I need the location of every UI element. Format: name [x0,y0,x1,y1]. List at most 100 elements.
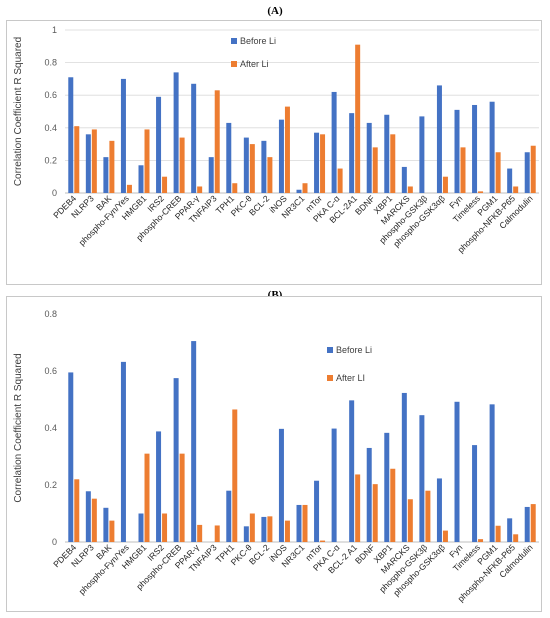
bar-after [530,145,536,193]
bar-after [232,409,238,542]
legend-swatch-after [231,61,237,67]
chart-a: Correlation Coefficient R Squared 0 0.2 0.4… [6,20,542,285]
bar-after [442,176,448,193]
bar-after [179,137,185,193]
bar-before [68,372,74,542]
bar-before [507,168,513,193]
bar-before [524,506,530,542]
bar-after [372,147,378,193]
bar-after [267,157,273,193]
bar-after [197,186,203,193]
bar-before [401,392,407,542]
bar-after [284,106,290,193]
bar-after [74,479,80,542]
bar-after [197,524,203,542]
x-tick-label: BCL-2 [247,193,271,217]
bar-before [156,431,162,542]
bar-before [436,85,442,193]
chart-b-svg: Correlation Coefficient R Squared 0 0.2 0.4… [13,309,539,604]
y-tick-label: 0.2 [44,480,57,490]
bar-after [425,490,431,542]
bar-after [530,504,536,542]
bar-before [436,478,442,542]
bar-after [355,474,361,542]
bar-after [91,129,97,193]
bar-before [331,91,337,193]
y-tick-label: 1 [52,25,57,35]
legend-swatch-after [327,375,333,381]
bar-after [144,129,150,193]
bar-before [331,428,337,542]
bar-after [495,152,501,193]
panel-label-a: (A) [267,5,283,17]
bar-before [314,132,320,193]
bar-after [478,191,484,193]
bar-after [232,183,238,193]
bar-before [261,516,267,542]
bar-after [91,498,97,542]
bar-after [390,134,396,193]
bar-after [302,504,308,542]
bar-after [109,520,115,542]
bar-after [126,184,132,193]
legend-label-after: After LI [336,373,365,383]
bar-before [191,83,197,193]
bar-before [85,134,91,193]
y-tick-label: 0.6 [44,90,57,100]
y-tick-label: 0.2 [44,155,57,165]
bar-before [384,114,390,193]
bar-before [366,447,372,542]
bar-after [320,134,326,193]
chart-b: Correlation Coefficient R Squared 0 0.2 0.4… [6,296,542,612]
bar-before [278,428,284,542]
legend-swatch-before [231,38,237,44]
y-tick-label: 0.4 [44,123,57,133]
y-tick-label: 0.4 [44,423,57,433]
bar-after [162,176,168,193]
bar-before [489,404,495,542]
bar-before [173,72,179,193]
bar-before [208,157,214,193]
y-axis-label: Correlation Coefficient R Squared [13,37,24,186]
bar-before [103,507,109,542]
y-tick-label: 0.6 [44,366,57,376]
bar-before [314,480,320,542]
bar-after [249,513,255,542]
bar-before [278,119,284,193]
legend-label-before: Before Li [336,345,372,355]
bar-after [267,516,273,542]
y-axis-label: Correlation Coefficient R Squared [13,353,24,502]
bar-after [144,453,150,542]
bar-before [384,432,390,542]
bar-after [460,147,466,193]
y-tick-label: 0 [52,537,57,547]
bar-after [513,186,519,193]
bar-before [226,122,232,193]
bar-before [156,96,162,193]
bar-before [349,400,355,542]
bar-after [337,168,343,193]
bar-after [109,140,115,193]
bar-before [120,78,126,193]
bar-after [355,44,361,193]
bar-before [419,116,425,193]
bar-after [284,520,290,542]
bar-after [513,534,519,542]
bar-after [407,499,413,542]
bar-after [179,453,185,542]
legend-label-before: Before Li [240,36,276,46]
x-tick-label: BDNF [353,193,377,217]
bar-before [261,140,267,193]
x-tick-label: BCL-2 [247,542,271,566]
bar-before [191,341,197,542]
legend-label-after: After Li [240,59,269,69]
bar-before [138,165,144,193]
bar-before [226,490,232,542]
bar-after [495,525,501,542]
bar-before [489,101,495,193]
y-tick-label: 0 [52,188,57,198]
bar-after [249,144,255,193]
bar-after [214,90,220,193]
bar-before [349,113,355,193]
bar-after [372,484,378,542]
